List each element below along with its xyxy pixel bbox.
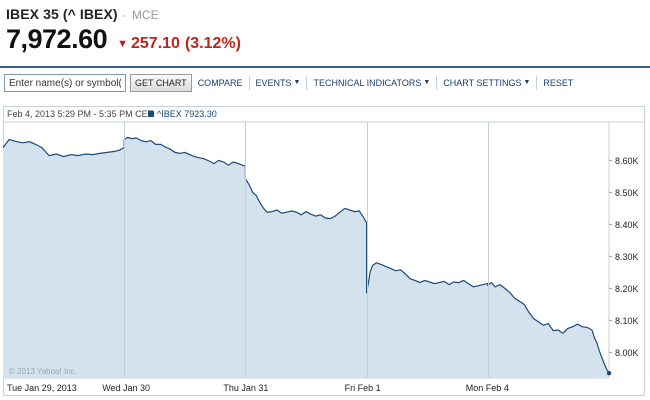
legend-entry: ^IBEX 7923.30: [157, 109, 217, 119]
get-chart-button[interactable]: GET CHART: [130, 74, 192, 92]
exchange-label: MCE: [131, 8, 159, 22]
legend-swatch: [148, 111, 154, 117]
compare-button[interactable]: COMPARE: [197, 78, 243, 88]
caret-down-icon: ▼: [423, 79, 431, 86]
index-name: IBEX 35 (^ IBEX): [6, 6, 118, 22]
quote-title: IBEX 35 (^ IBEX) - MCE: [6, 6, 241, 22]
x-tick-label: Thu Jan 31: [223, 383, 268, 393]
x-tick-label: Tue Jan 29, 2013: [7, 383, 77, 393]
reset-button[interactable]: RESET: [536, 76, 579, 90]
copyright-watermark: © 2013 Yahoo! Inc.: [9, 367, 77, 376]
technical-indicators-label: TECHNICAL INDICATORS: [313, 78, 422, 88]
chart-settings-label: CHART SETTINGS: [443, 78, 522, 88]
title-separator: -: [121, 8, 126, 22]
caret-down-icon: ▼: [293, 79, 301, 86]
down-arrow-icon: ▼: [117, 38, 128, 50]
y-tick-label: 8.00K: [615, 348, 639, 358]
events-label: EVENTS: [255, 78, 292, 88]
y-tick-label: 8.50K: [615, 188, 639, 198]
price-row: 7,972.60 ▼ 257.10 (3.12%): [6, 24, 241, 55]
x-tick-label: Wed Jan 30: [102, 383, 150, 393]
technical-indicators-menu[interactable]: TECHNICAL INDICATORS ▼: [306, 76, 436, 90]
y-tick-label: 8.20K: [615, 284, 639, 294]
events-menu[interactable]: EVENTS ▼: [248, 76, 307, 90]
price-chart[interactable]: 8.00K 8.10K 8.20K 8.30K 8.40K 8.50K 8.60K Tue J…: [3, 106, 645, 396]
caret-down-icon: ▼: [523, 79, 531, 86]
price-line: [3, 136, 610, 374]
symbol-search-input[interactable]: [4, 74, 126, 92]
last-price: 7,972.60: [6, 24, 108, 54]
price-change: ▼ 257.10 (3.12%): [117, 35, 241, 53]
chart-panel: 8.00K 8.10K 8.20K 8.30K 8.40K 8.50K 8.60K Tue J…: [3, 106, 645, 396]
y-tick-label: 8.60K: [615, 156, 639, 166]
interval-label: Feb 4, 2013 5:29 PM - 5:35 PM CET:: [7, 109, 155, 119]
y-tick-label: 8.30K: [615, 252, 639, 262]
last-price-marker: [606, 371, 612, 376]
x-tick-label: Fri Feb 1: [345, 383, 381, 393]
change-value: 257.10: [131, 35, 180, 52]
y-tick-label: 8.10K: [615, 316, 639, 326]
chart-toolbar: GET CHART COMPARE EVENTS▼ TECHNICAL INDI…: [0, 66, 650, 98]
y-tick-label: 8.40K: [615, 220, 639, 230]
x-tick-label: Mon Feb 4: [466, 383, 509, 393]
price-area: [3, 137, 609, 378]
quote-header: IBEX 35 (^ IBEX) - MCE 7,972.60 ▼ 257.10 …: [6, 6, 241, 55]
change-percent: (3.12%): [184, 35, 241, 52]
chart-settings-menu[interactable]: CHART SETTINGS ▼: [436, 76, 536, 90]
